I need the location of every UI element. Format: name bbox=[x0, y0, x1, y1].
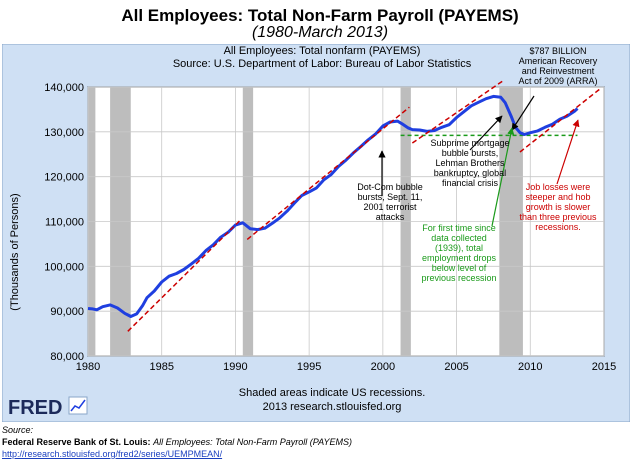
first_time-annotation-line: (1939), total bbox=[435, 243, 483, 253]
site-note: 2013 research.stlouisfed.org bbox=[263, 401, 402, 413]
source-label: Source: bbox=[2, 425, 34, 435]
arra-annotation-line: and Reinvestment bbox=[522, 66, 595, 76]
fred-logo: FRED bbox=[8, 396, 88, 419]
fred-logo-line-icon bbox=[70, 399, 86, 412]
source-line: Federal Reserve Bank of St. Louis: All E… bbox=[2, 436, 632, 448]
chart-subtitle: Source: U.S. Department of Labor: Bureau… bbox=[173, 58, 472, 70]
x-tick-label: 1990 bbox=[223, 361, 247, 373]
job_losses-annotation-line: than three previous bbox=[519, 212, 597, 222]
dotcom-annotation-line: Dot-Com bubble bbox=[357, 182, 423, 192]
arra-arrow bbox=[511, 95, 535, 131]
dotcom-annotation-line: 2001 terrorist bbox=[363, 202, 417, 212]
chart-title: All Employees: Total nonfarm (PAYEMS) bbox=[224, 45, 421, 57]
subprime-annotation-line: bubble bursts, bbox=[442, 148, 499, 158]
arra-annotation-line: American Recovery bbox=[519, 56, 598, 66]
trend-line bbox=[246, 106, 410, 241]
job-losses-arrow bbox=[556, 119, 580, 185]
source-org: Federal Reserve Bank of St. Louis: bbox=[2, 437, 151, 447]
trend-line bbox=[127, 220, 241, 332]
x-tick-label: 2000 bbox=[371, 361, 395, 373]
x-tick-label: 1980 bbox=[76, 361, 100, 373]
first_time-annotation-line: employment drops bbox=[422, 253, 497, 263]
y-tick-label: 100,000 bbox=[44, 261, 84, 273]
fred-chart: All Employees: Total nonfarm (PAYEMS) So… bbox=[2, 44, 630, 422]
page-subtitle: (1980-March 2013) bbox=[251, 24, 389, 41]
first_time-annotation-line: below level of bbox=[432, 263, 487, 273]
y-axis-label: (Thousands of Persons) bbox=[9, 193, 21, 310]
fred-logo-text: FRED bbox=[8, 397, 62, 419]
y-tick-label: 120,000 bbox=[44, 172, 84, 184]
y-tick-label: 130,000 bbox=[44, 127, 84, 139]
x-tick-label: 2015 bbox=[592, 361, 616, 373]
dotcom-annotation-line: attacks bbox=[376, 212, 405, 222]
job_losses-annotation-line: growth is slower bbox=[526, 202, 591, 212]
job_losses-annotation-line: Job losses were bbox=[526, 182, 591, 192]
y-tick-label: 80,000 bbox=[50, 351, 84, 363]
arra-annotation-line: $787 BILLION bbox=[529, 46, 586, 56]
shaded-note: Shaded areas indicate US recessions. bbox=[239, 387, 426, 399]
job_losses-annotation-line: recessions. bbox=[535, 222, 581, 232]
first-time-arrow bbox=[491, 127, 515, 227]
subprime-arrow bbox=[469, 115, 503, 151]
first_time-annotation-line: previous recession bbox=[421, 273, 496, 283]
subprime-annotation-line: Subprime mortgage bbox=[430, 138, 509, 148]
job_losses-annotation-line: steeper and hob bbox=[525, 192, 590, 202]
first_time-annotation-line: For first time since bbox=[422, 223, 496, 233]
x-tick-label: 1995 bbox=[297, 361, 321, 373]
y-tick-label: 110,000 bbox=[45, 217, 84, 229]
y-tick-label: 140,000 bbox=[44, 82, 84, 94]
source-series: All Employees: Total Non-Farm Payroll (P… bbox=[153, 437, 352, 447]
trend-line bbox=[411, 79, 505, 144]
y-tick-label: 90,000 bbox=[50, 306, 84, 318]
x-tick-label: 2005 bbox=[444, 361, 468, 373]
subprime-annotation-line: financial crisis bbox=[442, 178, 499, 188]
subprime-annotation-line: bankruptcy, global bbox=[434, 168, 506, 178]
page-title: All Employees: Total Non-Farm Payroll (P… bbox=[121, 6, 519, 25]
first_time-annotation-line: data collected bbox=[431, 233, 487, 243]
fred-logo-chart-icon bbox=[68, 396, 88, 415]
arra-annotation-line: Act of 2009 (ARRA) bbox=[518, 76, 597, 86]
source-url-link[interactable]: http://research.stlouisfed.org/fred2/ser… bbox=[2, 449, 223, 459]
dotcom-annotation-line: bursts, Sept. 11, bbox=[358, 192, 423, 202]
subprime-annotation-line: Lehman Brothers bbox=[435, 158, 505, 168]
x-tick-label: 1985 bbox=[149, 361, 173, 373]
trend-line bbox=[519, 88, 601, 153]
source-block: Source: Federal Reserve Bank of St. Loui… bbox=[2, 424, 632, 460]
x-tick-label: 2010 bbox=[518, 361, 542, 373]
